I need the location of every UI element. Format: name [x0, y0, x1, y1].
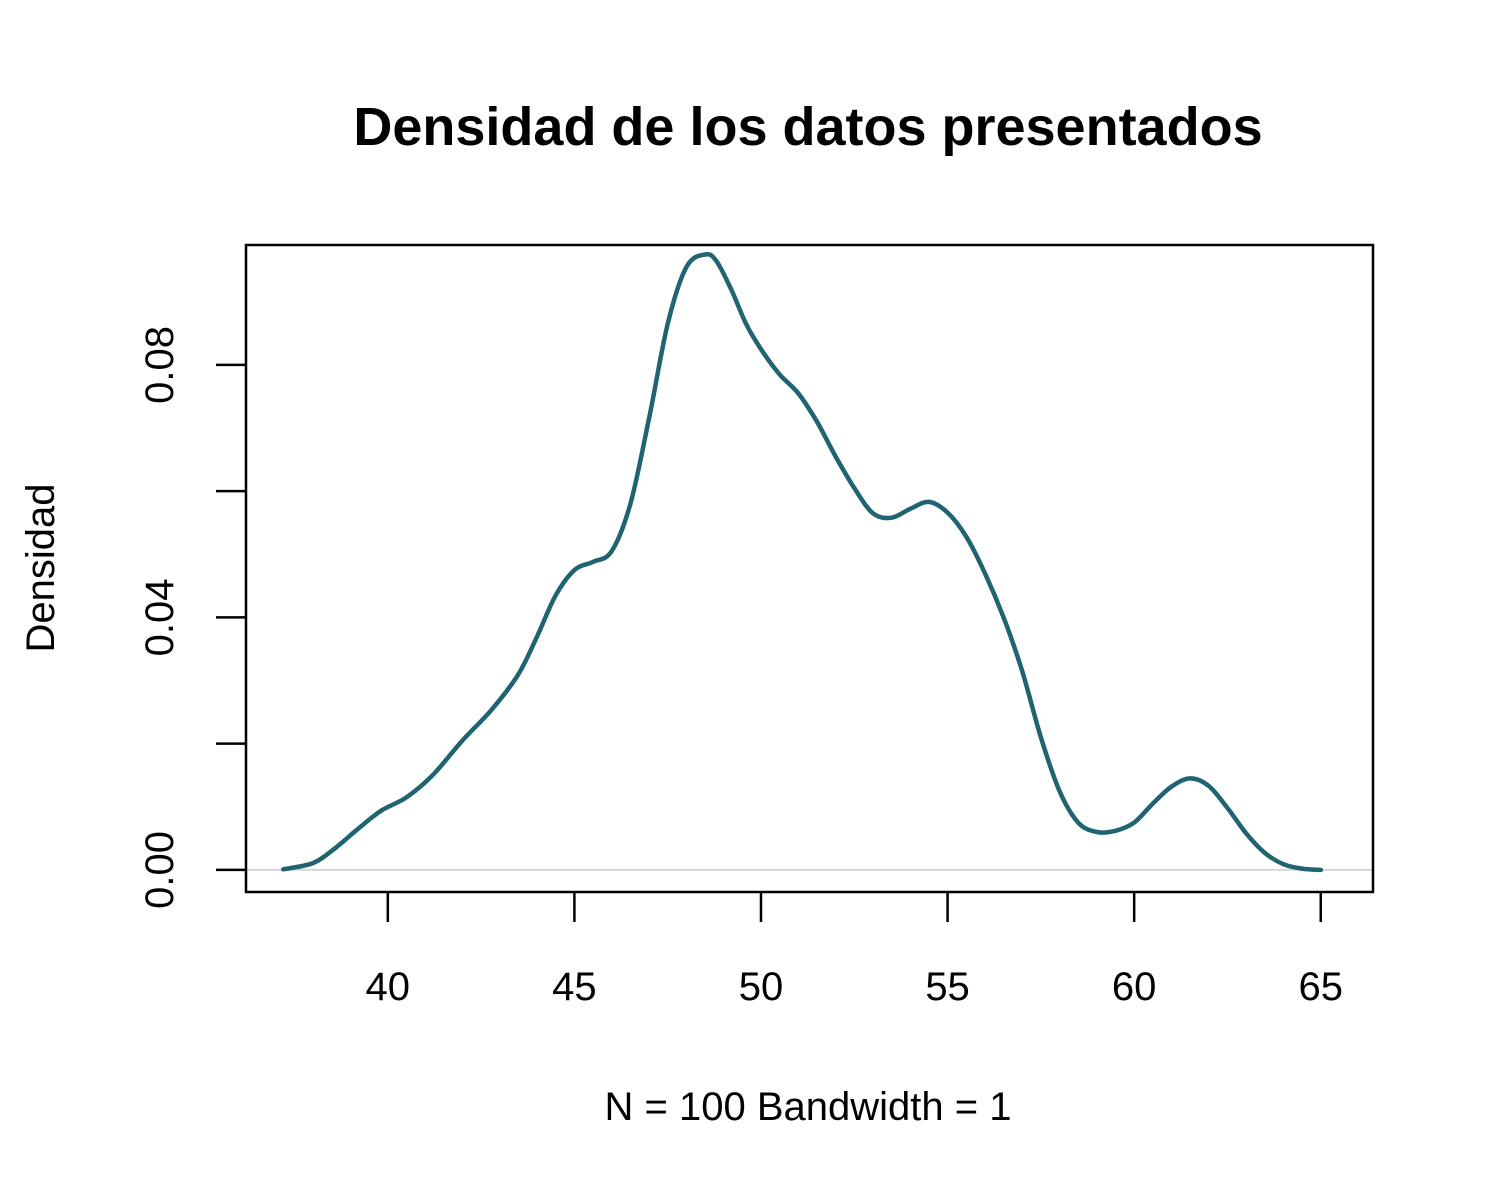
y-tick-label: 0.00	[138, 831, 182, 909]
x-tick-label: 40	[366, 965, 411, 1009]
y-axis: 0.00 0.04 0.08	[138, 326, 246, 909]
plot-frame	[244, 243, 1375, 894]
x-tick-label: 50	[739, 965, 784, 1009]
x-tick-label: 65	[1299, 965, 1344, 1009]
x-tick-label: 60	[1112, 965, 1157, 1009]
x-tick-label: 55	[925, 965, 970, 1009]
x-axis: 40 45 50 55 60 65	[366, 892, 1343, 1009]
density-curve	[281, 251, 1324, 873]
x-tick-label: 45	[552, 965, 597, 1009]
y-axis-label: Densidad	[19, 483, 63, 652]
y-tick-label: 0.04	[138, 578, 182, 656]
plot-area	[244, 243, 1375, 894]
chart-title: Densidad de los datos presentados	[353, 97, 1262, 157]
y-tick-label: 0.08	[138, 326, 182, 404]
x-axis-label: N = 100 Bandwidth = 1	[605, 1085, 1012, 1129]
